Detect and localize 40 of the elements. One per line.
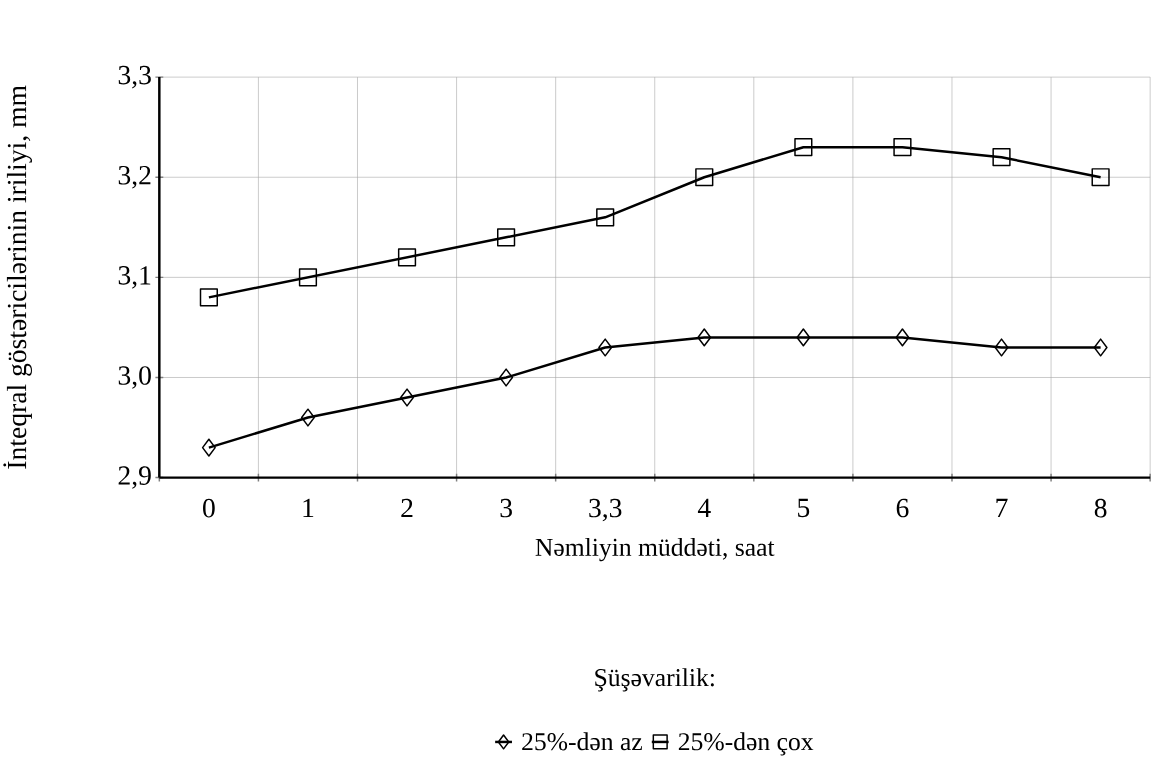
point bbox=[794, 137, 813, 157]
x-tick-label: 3,3 bbox=[589, 498, 622, 522]
point bbox=[1091, 167, 1110, 187]
y-tick-label: 3,1 bbox=[118, 265, 151, 289]
legend-title: Şüşəvarilik: bbox=[595, 668, 714, 692]
x-tick-label: 8 bbox=[1094, 498, 1107, 518]
point bbox=[596, 208, 615, 227]
y-tick-label: 2,9 bbox=[118, 466, 151, 489]
x-axis-title: Nəmliyin müddəti, saat bbox=[535, 537, 775, 562]
x-tick-label: 2 bbox=[401, 498, 413, 517]
point bbox=[298, 268, 318, 287]
point bbox=[397, 248, 417, 267]
point bbox=[992, 147, 1011, 167]
x-tick-label: 4 bbox=[697, 498, 711, 517]
x-tick-label: 7 bbox=[996, 498, 1008, 517]
legend-label: 25%-dən çox bbox=[678, 732, 814, 756]
point bbox=[796, 328, 811, 347]
point bbox=[400, 388, 415, 407]
x-tick-label: 0 bbox=[203, 498, 215, 518]
y-tick-label: 3,2 bbox=[118, 165, 151, 189]
point bbox=[201, 438, 216, 457]
point bbox=[199, 288, 218, 307]
point bbox=[695, 167, 714, 187]
legend-label: 25%-dən az bbox=[522, 732, 642, 751]
y-axis-title: İnteqral göstəricilərinin iriliyi, mm bbox=[3, 85, 32, 469]
point bbox=[300, 408, 315, 427]
point bbox=[497, 228, 516, 247]
y-tick-label: 3,0 bbox=[118, 366, 151, 389]
point bbox=[598, 338, 613, 357]
point bbox=[895, 328, 910, 347]
point bbox=[893, 137, 912, 157]
x-tick-label: 3 bbox=[500, 498, 512, 518]
point bbox=[697, 328, 712, 347]
x-tick-label: 5 bbox=[798, 498, 810, 518]
y-tick-label: 3,3 bbox=[118, 65, 151, 89]
point bbox=[499, 368, 514, 387]
point bbox=[1093, 338, 1108, 357]
point bbox=[994, 338, 1009, 357]
x-tick-label: 1 bbox=[303, 498, 314, 517]
x-tick-label: 6 bbox=[896, 498, 909, 518]
